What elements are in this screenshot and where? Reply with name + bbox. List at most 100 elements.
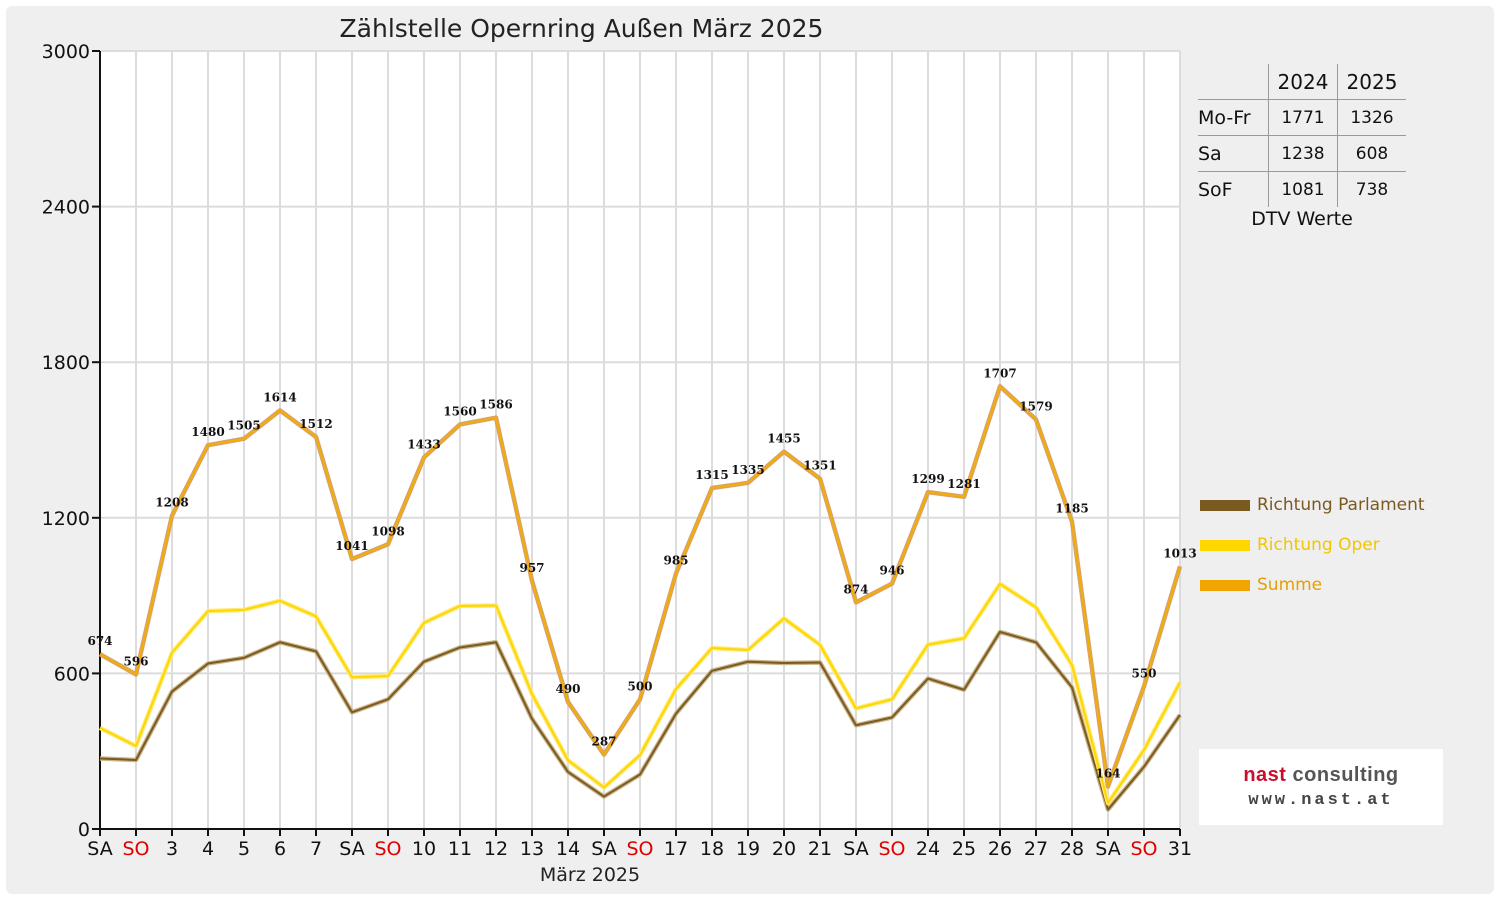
data-label: 1707	[983, 366, 1016, 380]
x-tick-label: 6	[274, 838, 286, 860]
data-label: 946	[879, 564, 904, 578]
data-label: 1098	[371, 524, 404, 538]
x-tick-label: SO	[1130, 838, 1157, 860]
data-label: 596	[123, 654, 148, 668]
dtv-row-label: Mo-Fr	[1198, 99, 1269, 136]
data-label: 500	[627, 679, 652, 693]
series-line	[99, 385, 1181, 788]
x-tick-label: 18	[700, 838, 724, 860]
dtv-header-2024: 2024	[1268, 64, 1338, 100]
x-tick-label: 21	[808, 838, 832, 860]
legend-item-oper: Richtung Oper	[1200, 533, 1380, 557]
x-tick-label: 4	[202, 838, 214, 860]
x-tick-label: SO	[122, 838, 149, 860]
logo-url: www.nast.at	[1248, 791, 1394, 810]
x-tick-label: 10	[412, 838, 436, 860]
dtv-cell-2025: 738	[1337, 171, 1406, 207]
y-tick-label: 1800	[42, 352, 90, 374]
x-tick-label: 27	[1024, 838, 1048, 860]
dtv-table: 2024 2025 Mo-Fr 1771 1326 Sa 1238 608 So…	[1198, 64, 1406, 207]
dtv-cell-2025: 608	[1337, 135, 1406, 172]
data-label: 1013	[1163, 546, 1196, 560]
data-label: 287	[591, 735, 616, 749]
data-label: 1480	[191, 425, 224, 439]
data-label: 1335	[731, 463, 764, 477]
data-label: 1299	[911, 472, 944, 486]
data-label: 1351	[803, 459, 836, 473]
data-label: 1041	[335, 539, 368, 553]
legend-swatch	[1200, 499, 1250, 511]
data-label: 1281	[947, 477, 980, 491]
data-label: 1505	[227, 419, 260, 433]
series-lines	[98, 384, 1183, 812]
grid	[99, 50, 1181, 830]
y-tick-label: 3000	[42, 41, 90, 63]
legend-label: Summe	[1257, 575, 1323, 595]
dtv-cell-2025: 1326	[1337, 99, 1406, 136]
x-tick-label: 3	[166, 838, 178, 860]
x-tick-label: 13	[520, 838, 544, 860]
y-tick-label: 1200	[42, 508, 90, 530]
data-label: 1315	[695, 468, 728, 482]
nast-consulting-logo: nast consulting www.nast.at	[1199, 749, 1443, 825]
y-tick-label: 0	[78, 819, 90, 841]
legend-label: Richtung Parlament	[1257, 495, 1425, 515]
series-line	[99, 630, 1181, 811]
dtv-row-label: SoF	[1198, 171, 1269, 207]
data-label: 164	[1095, 766, 1120, 780]
dtv-header-row: 2024 2025	[1198, 64, 1406, 100]
x-tick-label: 7	[310, 838, 322, 860]
legend-item-parlament: Richtung Parlament	[1200, 493, 1425, 517]
x-tick-label: SA	[87, 838, 112, 860]
y-tick-label: 600	[54, 663, 90, 685]
x-tick-label: 25	[952, 838, 976, 860]
data-label: 1208	[155, 496, 188, 510]
x-tick-label: 12	[484, 838, 508, 860]
logo-name-part2: consulting	[1292, 764, 1399, 786]
dtv-cell-2024: 1238	[1268, 135, 1338, 172]
data-label: 490	[555, 682, 580, 696]
data-label: 1579	[1019, 400, 1052, 414]
dtv-cell-2024: 1771	[1268, 99, 1338, 136]
x-tick-label: SA	[591, 838, 616, 860]
x-tick-label: 20	[772, 838, 796, 860]
data-label: 1433	[407, 437, 440, 451]
dtv-row-sa: Sa 1238 608	[1198, 135, 1406, 172]
data-label: 985	[663, 554, 688, 568]
x-tick-label: SO	[374, 838, 401, 860]
x-tick-label: SA	[339, 838, 364, 860]
dtv-row-label: Sa	[1198, 135, 1269, 172]
x-tick-label: 31	[1168, 838, 1192, 860]
x-tick-label: 11	[448, 838, 472, 860]
data-label: 1512	[299, 417, 332, 431]
dtv-row-mofr: Mo-Fr 1771 1326	[1198, 99, 1406, 136]
data-label: 550	[1131, 666, 1156, 680]
y-tick-label: 2400	[42, 197, 90, 219]
data-label: 1614	[263, 390, 296, 404]
legend-item-summe: Summe	[1200, 573, 1322, 597]
dtv-row-sof: SoF 1081 738	[1198, 171, 1406, 207]
x-tick-label: 14	[556, 838, 580, 860]
x-tick-label: SA	[1095, 838, 1120, 860]
data-label: 957	[519, 561, 544, 575]
data-label: 1185	[1055, 502, 1088, 516]
series-line	[99, 582, 1181, 805]
chart-title: Zählstelle Opernring Außen März 2025	[339, 14, 824, 43]
data-label: 1586	[479, 398, 512, 412]
x-tick-label: SA	[843, 838, 868, 860]
x-tick-label: SO	[878, 838, 905, 860]
x-axis-label: März 2025	[539, 864, 641, 886]
x-tick-label: 5	[238, 838, 250, 860]
axes: 0 600 1200 1800 2400 3000 SA SO 3 4 5 6 7 SA SO 10 11 12 1…	[42, 41, 1192, 860]
data-label: 1560	[443, 404, 476, 418]
data-label: 874	[843, 582, 868, 596]
dtv-caption: DTV Werte	[1251, 208, 1353, 230]
x-tick-label: 26	[988, 838, 1012, 860]
x-tick-label: SO	[626, 838, 653, 860]
legend-swatch	[1200, 539, 1250, 551]
x-tick-label: 24	[916, 838, 940, 860]
dtv-header-2025: 2025	[1337, 64, 1406, 100]
x-tick-label: 19	[736, 838, 760, 860]
